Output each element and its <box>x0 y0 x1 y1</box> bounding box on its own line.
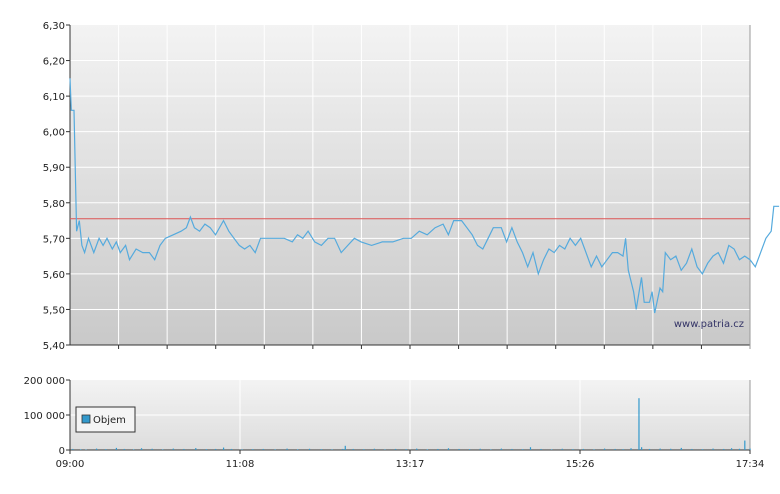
volume-bar <box>241 449 243 450</box>
volume-bar <box>641 447 643 450</box>
volume-bar <box>85 449 87 450</box>
volume-bar <box>215 448 217 450</box>
volume-bar <box>344 445 346 450</box>
volume-bar <box>529 447 532 450</box>
volume-bar <box>426 449 428 450</box>
legend-swatch <box>81 414 91 424</box>
volume-bar <box>252 449 254 450</box>
volume-bar <box>151 448 153 450</box>
volume-bar <box>308 448 311 450</box>
volume-bar <box>123 448 125 450</box>
volume-bar <box>511 448 513 450</box>
x-tick-label: 09:00 <box>56 459 85 470</box>
volume-bar <box>297 449 299 450</box>
volume-bar <box>593 449 595 450</box>
volume-bar <box>205 449 207 450</box>
volume-bar <box>723 448 725 450</box>
price-panel: 6,30 6,20 6,10 6,00 5,90 5,80 5,70 5,60 5,50 5,40… <box>43 21 780 352</box>
volume-bar <box>262 448 264 450</box>
volume-bar <box>458 448 460 450</box>
volume-bar <box>738 448 741 450</box>
volume-bar <box>352 448 354 450</box>
volume-bar <box>195 448 197 450</box>
volume-bar <box>744 440 746 450</box>
volume-bar <box>416 448 418 450</box>
volume-bar <box>95 448 98 450</box>
volume-bar <box>479 448 481 450</box>
volume-bar <box>447 448 450 450</box>
volume-bar <box>680 447 682 450</box>
volume-bar <box>490 449 492 450</box>
volume-panel: 200 000 100 000 0 09:00 11:08 13:17 15:26 17:34… <box>24 376 765 470</box>
price-y-tick-label: 5,70 <box>43 234 65 245</box>
x-tick-label: 13:17 <box>396 459 425 470</box>
price-y-tick-label: 5,50 <box>43 305 65 316</box>
price-y-tick-label: 6,00 <box>43 128 65 139</box>
price-y-tick-label: 6,30 <box>43 21 65 32</box>
x-tick-label: 11:08 <box>226 459 255 470</box>
volume-bar <box>394 448 397 450</box>
volume-y-tick-label: 0 <box>59 446 65 457</box>
volume-bar <box>630 448 632 450</box>
volume-bar <box>115 447 118 450</box>
volume-bar <box>405 449 407 450</box>
volume-bar <box>500 448 502 450</box>
volume-y-tick-label: 100 000 <box>24 411 65 422</box>
volume-bar <box>730 448 733 450</box>
price-y-tick-label: 5,40 <box>43 341 65 352</box>
volume-bar <box>582 448 585 450</box>
volume-bar <box>622 449 624 450</box>
volume-bar <box>363 449 365 450</box>
volume-bar <box>749 448 751 450</box>
x-tick-label: 17:34 <box>736 459 765 470</box>
volume-bar <box>230 448 233 450</box>
volume-bar <box>320 449 323 450</box>
volume-bar <box>670 448 672 450</box>
price-y-tick-label: 5,90 <box>43 163 65 174</box>
volume-bar <box>274 449 276 450</box>
price-series-line <box>69 78 780 314</box>
volume-bar <box>140 448 143 450</box>
volume-bar <box>701 449 704 450</box>
volume-bar <box>331 449 333 450</box>
volume-bar <box>80 449 82 450</box>
volume-bar <box>133 449 135 450</box>
price-y-tick-label: 5,60 <box>43 270 65 281</box>
volume-bar <box>373 448 375 450</box>
volume-bar <box>183 448 185 450</box>
volume-bar <box>691 448 693 450</box>
price-y-tick-label: 6,10 <box>43 92 65 103</box>
volume-bar <box>572 449 574 450</box>
price-y-tick-label: 6,20 <box>43 57 65 68</box>
legend-label: Objem <box>93 415 126 426</box>
volume-bar <box>638 398 640 450</box>
price-y-tick-label: 5,80 <box>43 199 65 210</box>
volume-bar <box>521 449 524 450</box>
volume-bar <box>342 448 344 450</box>
volume-bar <box>162 449 164 450</box>
volume-bar <box>659 448 661 450</box>
volume-bar <box>286 448 288 450</box>
volume-bar <box>551 449 553 450</box>
volume-bar <box>561 448 563 450</box>
volume-bar <box>384 449 386 450</box>
volume-bar <box>172 448 174 450</box>
volume-bar <box>540 448 542 450</box>
x-tick-label: 15:26 <box>566 459 595 470</box>
volume-bar <box>614 448 616 450</box>
volume-bar <box>222 447 225 450</box>
volume-bar <box>603 448 606 450</box>
watermark-text: www.patria.cz <box>674 319 744 330</box>
volume-bar <box>469 449 471 450</box>
volume-bar <box>712 448 714 450</box>
volume-bar <box>437 448 439 450</box>
volume-bar <box>648 448 651 450</box>
volume-bar <box>105 449 107 450</box>
volume-y-tick-label: 200 000 <box>24 376 65 387</box>
volume-bar <box>72 448 74 450</box>
